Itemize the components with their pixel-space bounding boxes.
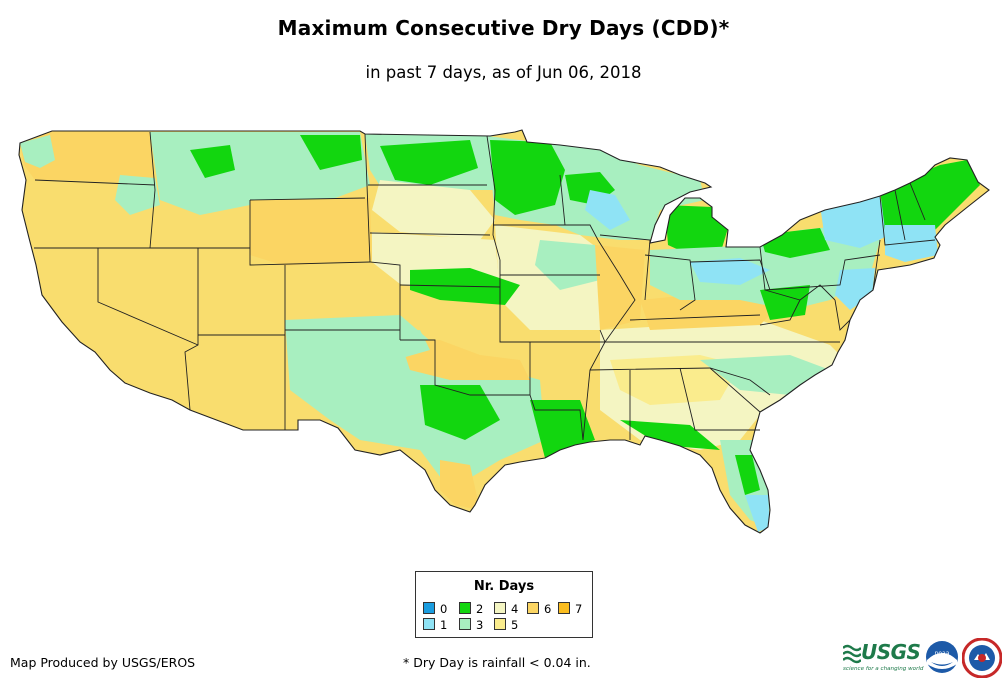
legend-item-7: 7 <box>558 602 582 615</box>
usgs-wave-icon <box>843 644 861 664</box>
legend-swatch-7 <box>558 602 570 614</box>
legend: Nr. Days 0 1 2 3 4 5 6 7 <box>415 571 593 638</box>
legend-label: 2 <box>476 602 484 616</box>
legend-swatch-3 <box>459 618 471 630</box>
legend-item-0: 0 <box>423 602 447 615</box>
producer-credit: Map Produced by USGS/EROS <box>10 655 196 670</box>
cdd-color-fields <box>19 130 989 533</box>
legend-title: Nr. Days <box>473 579 535 594</box>
legend-label: 4 <box>511 602 519 616</box>
legend-label: 1 <box>440 618 448 632</box>
dry-day-footnote: * Dry Day is rainfall < 0.04 in. <box>403 655 591 670</box>
map-title: Maximum Consecutive Dry Days (CDD)* <box>277 16 730 40</box>
usgs-tagline: science for a changing world <box>843 666 924 672</box>
legend-item-2: 2 <box>459 602 483 615</box>
legend-item-1: 1 <box>423 618 447 631</box>
usgs-logo: USGS science for a changing world <box>843 640 923 680</box>
state-boundaries <box>18 129 990 534</box>
legend-swatch-6 <box>527 602 539 614</box>
legend-label: 6 <box>544 602 552 616</box>
noaa-logo-icon: noaa <box>926 641 958 673</box>
noaa-text: noaa <box>935 650 950 657</box>
legend-swatch-0 <box>423 602 435 614</box>
legend-label: 3 <box>476 618 484 632</box>
usgs-wordmark: USGS <box>861 640 921 664</box>
nws-logo-icon <box>962 638 1002 678</box>
us-cdd-map <box>18 129 990 534</box>
legend-item-3: 3 <box>459 618 483 631</box>
legend-item-6: 6 <box>527 602 551 615</box>
legend-swatch-2 <box>459 602 471 614</box>
legend-item-5: 5 <box>494 618 518 631</box>
legend-label: 7 <box>575 602 583 616</box>
legend-label: 0 <box>440 602 448 616</box>
map-subtitle: in past 7 days, as of Jun 06, 2018 <box>365 63 642 82</box>
legend-swatch-5 <box>494 618 506 630</box>
legend-label: 5 <box>511 618 519 632</box>
legend-item-4: 4 <box>494 602 518 615</box>
legend-swatch-4 <box>494 602 506 614</box>
legend-swatch-1 <box>423 618 435 630</box>
